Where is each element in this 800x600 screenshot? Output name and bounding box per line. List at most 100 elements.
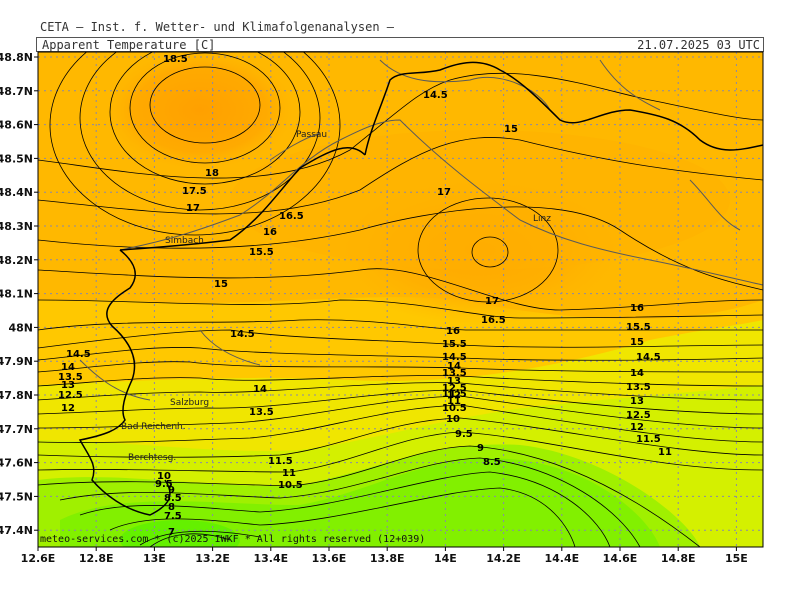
- contour-label: 16: [630, 303, 644, 314]
- copyright-notice: meteo-services.com * (c)2025 IWKF * All …: [40, 534, 426, 545]
- contour-label: 14.5: [636, 352, 661, 363]
- contour-label: 17: [186, 203, 200, 214]
- contour-label: 15: [630, 337, 644, 348]
- latitude-label: 47.5N: [0, 490, 33, 503]
- contour-label: 11: [282, 468, 296, 479]
- contour-label: 17: [485, 296, 499, 307]
- contour-label: 15.5: [249, 247, 274, 258]
- latitude-label: 48.6N: [0, 119, 33, 132]
- contour-label: 13.5: [58, 372, 83, 383]
- field-shading: [38, 52, 763, 547]
- latitude-label: 48N: [8, 321, 33, 334]
- contour-label: 12: [61, 403, 75, 414]
- place-labels: Passau Linz Simbach Salzburg Bad Reichen…: [121, 130, 551, 463]
- contour-label: 14.5: [423, 90, 448, 101]
- plot-frame: [37, 51, 764, 548]
- contour-label: 8: [168, 502, 175, 513]
- contour-label: 18: [205, 168, 219, 179]
- contour-label: 15: [214, 279, 228, 290]
- contour-label: 11.5: [268, 456, 293, 467]
- contour-label: 16.5: [481, 315, 506, 326]
- longitude-label: 13.6E: [312, 552, 347, 565]
- contour-label: 17: [437, 187, 451, 198]
- country-borders: [78, 61, 763, 516]
- contour-label: 14: [253, 384, 267, 395]
- contour-label: 14.5: [66, 349, 91, 360]
- longitude-label: 14.2E: [486, 552, 521, 565]
- longitude-label: 14.6E: [603, 552, 638, 565]
- valid-time: 21.07.2025 03 UTC: [637, 38, 760, 52]
- place-label: Bad Reichenh.: [121, 422, 186, 432]
- contour-label: 7.5: [164, 511, 182, 522]
- contour-label: 15.5: [442, 339, 467, 350]
- contour-label: 12: [630, 422, 644, 433]
- latitude-label: 48.8N: [0, 51, 33, 64]
- axes: 48.8N 48.7N 48.6N 48.5N 48.4N 48.3N 48.2N 48.1N…: [0, 51, 748, 565]
- latitude-label: 48.4N: [0, 186, 33, 199]
- latitude-label: 48.1N: [0, 288, 33, 301]
- latitude-label: 47.4N: [0, 524, 33, 537]
- contour-label: 11: [447, 396, 461, 407]
- contour-label: 13: [447, 376, 461, 387]
- latitude-label: 47.8N: [0, 389, 33, 402]
- contour-label: 14: [61, 362, 75, 373]
- contour-label: 14: [630, 368, 644, 379]
- contour-label: 8.5: [483, 457, 501, 468]
- contour-label: 13.5: [249, 407, 274, 418]
- graticule: [38, 52, 763, 547]
- latitude-label: 48.7N: [0, 85, 33, 98]
- contour-label: 11.5: [636, 434, 661, 445]
- contour-label: 13.5: [626, 382, 651, 393]
- contour-label: 14.5: [230, 329, 255, 340]
- longitude-label: 13.8E: [370, 552, 405, 565]
- contour-label: 15: [504, 124, 518, 135]
- contour-label: 14: [447, 361, 461, 372]
- longitude-label: 12.8E: [79, 552, 114, 565]
- contour-label: 17.5: [182, 186, 207, 197]
- contour-label: 9: [168, 485, 175, 496]
- contour-label: 12.5: [442, 383, 467, 394]
- parameter-title: Apparent Temperature [C]: [42, 38, 216, 52]
- longitude-label: 13E: [143, 552, 166, 565]
- latitude-label: 47.6N: [0, 457, 33, 470]
- contour-label: 12.5: [58, 390, 83, 401]
- longitude-label: 12.6E: [21, 552, 56, 565]
- contour-label: 7: [168, 527, 175, 538]
- contour-label: 10: [157, 471, 171, 482]
- latitude-label: 48.5N: [0, 152, 33, 165]
- latitude-label: 47.9N: [0, 355, 33, 368]
- place-label: Linz: [533, 214, 551, 224]
- contour-label: 9.5: [455, 429, 473, 440]
- institute-title: CETA — Inst. f. Wetter- und Klimafolgena…: [40, 20, 395, 34]
- latitude-label: 48.2N: [0, 254, 33, 267]
- contour-label: 11: [658, 447, 672, 458]
- contour-label: 16: [263, 227, 277, 238]
- contour-label: 16.5: [279, 211, 304, 222]
- contour-label: 18.5: [163, 54, 188, 65]
- contour-label: 9: [477, 443, 484, 454]
- longitude-label: 14.4E: [544, 552, 579, 565]
- place-label: Salzburg: [170, 398, 209, 408]
- contour-label: 12.5: [626, 410, 651, 421]
- place-label: Berchtesg.: [128, 453, 176, 463]
- place-label: Passau: [296, 130, 327, 140]
- contour-value-labels: 18.5 14.5 15 18 17.5 17 16.5 16 15.5 17 …: [58, 54, 672, 538]
- latitude-label: 48.3N: [0, 220, 33, 233]
- contour-label: 15.5: [626, 322, 651, 333]
- place-label: Simbach: [165, 236, 204, 246]
- contour-label: 13: [630, 396, 644, 407]
- contour-lines: [38, 52, 763, 547]
- contour-label: 13.5: [442, 368, 467, 379]
- contour-label: 10.5: [278, 480, 303, 491]
- latitude-label: 47.7N: [0, 423, 33, 436]
- contour-label: 10.5: [442, 403, 467, 414]
- contour-label: 14.5: [442, 352, 467, 363]
- longitude-label: 13.4E: [253, 552, 288, 565]
- contour-label: 8.5: [164, 493, 182, 504]
- contour-label: 12: [447, 390, 461, 401]
- longitude-label: 13.2E: [195, 552, 230, 565]
- longitude-label: 15E: [725, 552, 748, 565]
- contour-label: 16: [446, 326, 460, 337]
- contour-label: 10: [446, 414, 460, 425]
